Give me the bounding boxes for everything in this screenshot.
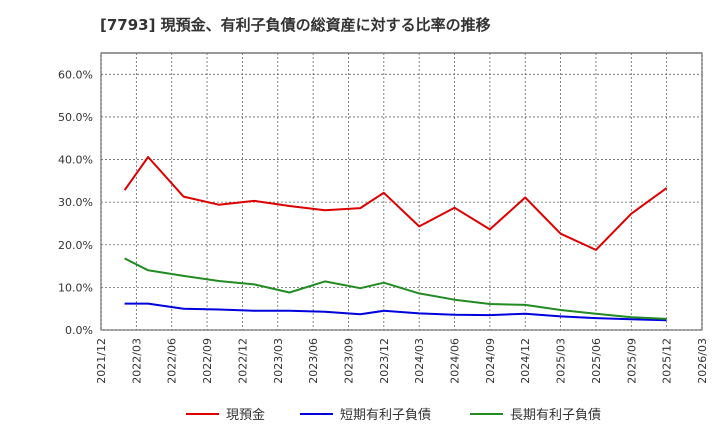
x-tick-label: 2023/06 [307,338,320,384]
x-tick-label: 2021/12 [95,338,108,384]
x-tick-label: 2022/12 [236,338,249,384]
x-tick-label: 2022/03 [130,338,143,384]
x-tick-label: 2023/09 [342,338,355,384]
y-tick-label: 10.0% [58,281,93,294]
x-tick-label: 2025/03 [555,338,568,384]
x-tick-label: 2022/09 [201,338,214,384]
y-tick-label: 60.0% [58,68,93,81]
y-tick-label: 20.0% [58,239,93,252]
x-tick-label: 2026/03 [696,338,709,384]
x-tick-label: 2024/09 [484,338,497,384]
y-axis-ticks: 0.0% 10.0% 20.0% 30.0% 40.0% 50.0% 60.0% [58,68,93,337]
y-tick-label: 30.0% [58,196,93,209]
legend-label-0: 現預金 [226,407,265,423]
chart-title: [7793] 現預金、有利子負債の総資産に対する比率の推移 [100,16,491,34]
x-tick-label: 2025/09 [625,338,638,384]
x-tick-label: 2024/12 [519,338,532,384]
x-tick-label: 2022/06 [166,338,179,384]
x-axis-ticks: 2021/12 2022/03 2022/06 2022/09 2022/12 2023/… [95,338,709,384]
x-tick-label: 2025/12 [661,338,674,384]
x-tick-label: 2024/06 [449,338,462,384]
series-layer [123,156,668,322]
y-tick-label: 40.0% [58,154,93,167]
y-tick-label: 0.0% [65,324,93,337]
series-line-2 [124,257,667,320]
plot-area [100,52,703,331]
y-tick-label: 50.0% [58,111,93,124]
legend-label-1: 短期有利子負債 [340,408,431,423]
x-tick-label: 2024/03 [413,338,426,384]
x-tick-label: 2023/12 [378,338,391,384]
series-line-0 [123,156,668,251]
legend: 現預金 短期有利子負債 長期有利子負債 [186,407,601,423]
legend-label-2: 長期有利子負債 [510,408,601,423]
x-tick-label: 2023/03 [272,338,285,384]
x-tick-label: 2025/06 [590,338,603,384]
series-line-1 [124,302,667,322]
